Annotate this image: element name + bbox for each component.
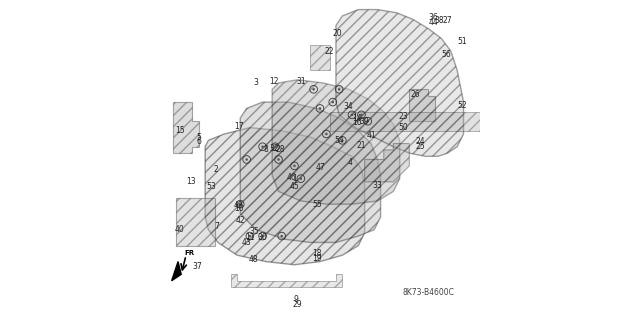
Text: 51: 51 <box>457 37 467 46</box>
Circle shape <box>280 235 283 237</box>
Text: 40: 40 <box>175 225 184 234</box>
Circle shape <box>293 165 296 167</box>
Circle shape <box>245 158 248 161</box>
Text: 29: 29 <box>293 300 303 309</box>
Text: 43: 43 <box>242 238 252 247</box>
Text: 14: 14 <box>352 114 362 122</box>
Circle shape <box>332 101 334 103</box>
Text: 3: 3 <box>254 78 259 87</box>
Text: 44: 44 <box>428 18 438 27</box>
Text: 53: 53 <box>207 182 216 191</box>
Text: 5: 5 <box>196 133 201 142</box>
Circle shape <box>261 145 264 148</box>
Text: 26: 26 <box>411 90 420 99</box>
Circle shape <box>319 107 321 110</box>
Text: 6: 6 <box>196 137 201 146</box>
Circle shape <box>360 114 363 116</box>
Text: 47: 47 <box>315 163 325 172</box>
Text: 31: 31 <box>296 77 306 86</box>
Text: 16: 16 <box>352 118 362 127</box>
Text: 11: 11 <box>245 233 255 242</box>
Circle shape <box>341 139 344 142</box>
Polygon shape <box>230 274 342 287</box>
Circle shape <box>239 203 241 205</box>
Circle shape <box>261 235 264 237</box>
Text: 36: 36 <box>428 13 438 22</box>
Text: 1: 1 <box>292 174 297 183</box>
Text: 17: 17 <box>234 122 243 130</box>
Polygon shape <box>172 262 181 281</box>
Text: 56: 56 <box>441 50 451 59</box>
Polygon shape <box>365 144 410 182</box>
Polygon shape <box>336 10 463 156</box>
Text: 25: 25 <box>415 142 426 151</box>
Text: 2: 2 <box>214 165 219 174</box>
Text: 8K73-B4600C: 8K73-B4600C <box>402 288 454 297</box>
Text: 39: 39 <box>360 117 369 126</box>
Text: 34: 34 <box>344 102 353 111</box>
Polygon shape <box>177 198 215 246</box>
Text: 7: 7 <box>214 222 219 231</box>
Polygon shape <box>410 89 435 121</box>
Polygon shape <box>330 112 579 131</box>
Text: 49: 49 <box>234 201 244 210</box>
Polygon shape <box>240 102 381 242</box>
Circle shape <box>300 177 302 180</box>
Text: 30: 30 <box>258 233 268 242</box>
Polygon shape <box>205 128 365 265</box>
Text: 4: 4 <box>348 158 353 167</box>
Text: 37: 37 <box>192 262 202 271</box>
Text: 46: 46 <box>287 173 296 182</box>
Text: 19: 19 <box>312 254 322 263</box>
Text: FR: FR <box>184 250 195 256</box>
Text: 54: 54 <box>334 136 344 145</box>
Text: 21: 21 <box>356 141 366 150</box>
Text: 15: 15 <box>175 126 184 135</box>
Text: 45: 45 <box>290 182 300 191</box>
Circle shape <box>367 120 369 122</box>
Text: 27: 27 <box>443 16 452 25</box>
Circle shape <box>312 88 315 91</box>
Text: 38: 38 <box>435 16 444 25</box>
Text: 41: 41 <box>366 131 376 140</box>
Text: 35: 35 <box>250 227 259 236</box>
Text: 32: 32 <box>269 144 278 153</box>
Text: 18: 18 <box>312 249 321 258</box>
Text: 52: 52 <box>457 101 467 110</box>
Circle shape <box>351 114 353 116</box>
Polygon shape <box>272 80 400 204</box>
Text: 8: 8 <box>264 145 268 154</box>
Text: 20: 20 <box>333 29 342 38</box>
Text: 23: 23 <box>398 112 408 121</box>
Circle shape <box>277 158 280 161</box>
Text: 24: 24 <box>415 137 426 146</box>
Text: 42: 42 <box>236 216 245 225</box>
Circle shape <box>274 145 276 148</box>
Polygon shape <box>310 45 330 70</box>
Text: 10: 10 <box>234 204 243 213</box>
Text: 13: 13 <box>186 177 196 186</box>
Text: 9: 9 <box>294 295 298 304</box>
Text: 55: 55 <box>312 200 322 209</box>
Circle shape <box>248 235 251 237</box>
Circle shape <box>338 88 340 91</box>
Text: 12: 12 <box>269 77 278 86</box>
Circle shape <box>325 133 328 135</box>
Polygon shape <box>173 102 199 153</box>
Text: 28: 28 <box>275 145 285 154</box>
Text: 22: 22 <box>325 47 334 56</box>
Text: 50: 50 <box>398 123 408 132</box>
Text: 33: 33 <box>372 181 382 189</box>
Text: 48: 48 <box>248 256 258 264</box>
